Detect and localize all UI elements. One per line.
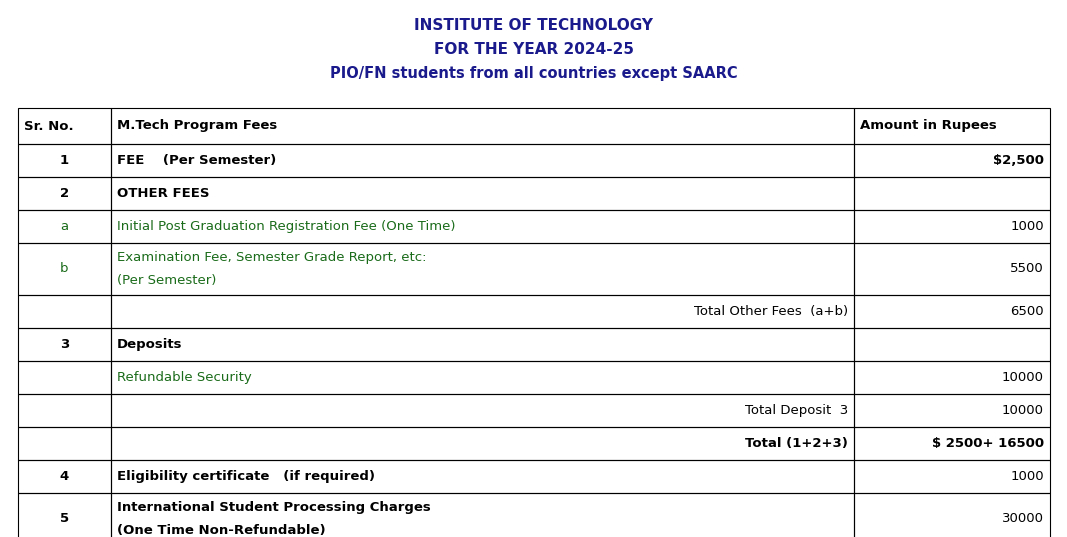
Text: Examination Fee, Semester Grade Report, etc:: Examination Fee, Semester Grade Report, … bbox=[117, 251, 427, 264]
Text: FEE    (Per Semester): FEE (Per Semester) bbox=[117, 154, 276, 167]
Text: OTHER FEES: OTHER FEES bbox=[117, 187, 209, 200]
Text: Total Other Fees  (a+b): Total Other Fees (a+b) bbox=[694, 305, 848, 318]
Text: 5: 5 bbox=[60, 512, 69, 526]
Text: Total (1+2+3): Total (1+2+3) bbox=[745, 437, 848, 450]
Text: 5500: 5500 bbox=[1010, 263, 1044, 275]
Text: 10000: 10000 bbox=[1002, 404, 1044, 417]
Text: M.Tech Program Fees: M.Tech Program Fees bbox=[117, 120, 277, 133]
Text: Eligibility certificate   (if required): Eligibility certificate (if required) bbox=[117, 470, 375, 483]
Text: Total Deposit  3: Total Deposit 3 bbox=[745, 404, 848, 417]
Text: Initial Post Graduation Registration Fee (One Time): Initial Post Graduation Registration Fee… bbox=[117, 220, 456, 233]
Text: International Student Processing Charges: International Student Processing Charges bbox=[117, 501, 431, 514]
Text: PIO/FN students from all countries except SAARC: PIO/FN students from all countries excep… bbox=[330, 66, 737, 81]
Text: $ 2500+ 16500: $ 2500+ 16500 bbox=[931, 437, 1044, 450]
Text: 1: 1 bbox=[60, 154, 69, 167]
Text: Deposits: Deposits bbox=[117, 338, 182, 351]
Text: (Per Semester): (Per Semester) bbox=[117, 274, 217, 287]
Text: (One Time Non-Refundable): (One Time Non-Refundable) bbox=[117, 524, 325, 537]
Text: a: a bbox=[61, 220, 68, 233]
Text: Refundable Security: Refundable Security bbox=[117, 371, 252, 384]
Text: $2,500: $2,500 bbox=[993, 154, 1044, 167]
Text: b: b bbox=[60, 263, 68, 275]
Text: 30000: 30000 bbox=[1002, 512, 1044, 526]
Text: 3: 3 bbox=[60, 338, 69, 351]
Text: Sr. No.: Sr. No. bbox=[23, 120, 74, 133]
Text: FOR THE YEAR 2024-25: FOR THE YEAR 2024-25 bbox=[433, 42, 634, 57]
Text: 10000: 10000 bbox=[1002, 371, 1044, 384]
Text: 1000: 1000 bbox=[1010, 220, 1044, 233]
Text: 2: 2 bbox=[60, 187, 69, 200]
Text: 6500: 6500 bbox=[1010, 305, 1044, 318]
Text: INSTITUTE OF TECHNOLOGY: INSTITUTE OF TECHNOLOGY bbox=[414, 18, 653, 33]
Text: 1000: 1000 bbox=[1010, 470, 1044, 483]
Text: Amount in Rupees: Amount in Rupees bbox=[860, 120, 997, 133]
Text: 4: 4 bbox=[60, 470, 69, 483]
